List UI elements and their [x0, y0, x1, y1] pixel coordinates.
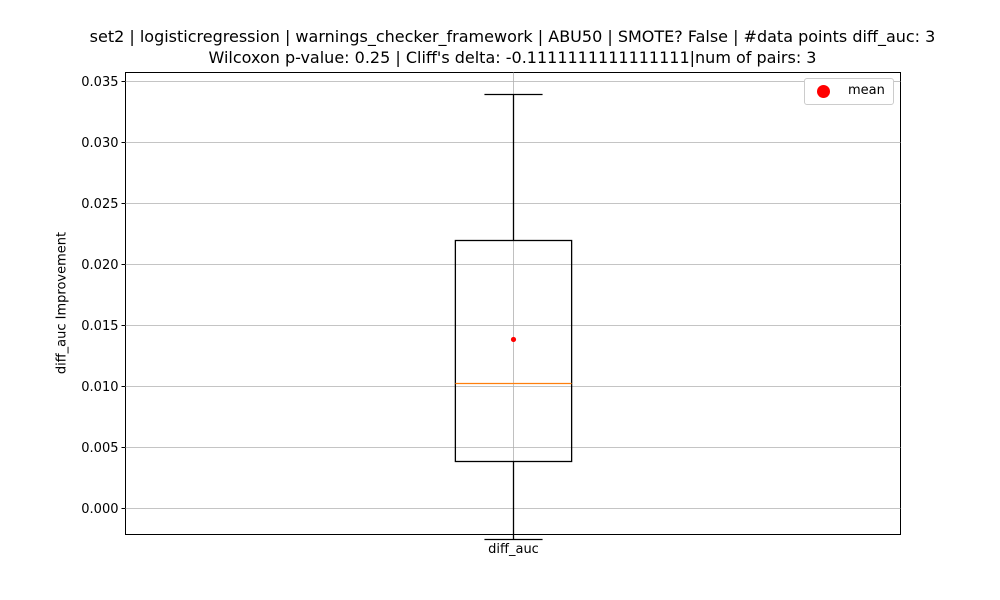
legend-mean-label: mean [848, 83, 885, 98]
y-tick-label: 0.010 [81, 380, 118, 395]
mean-marker [510, 336, 517, 343]
iqr-box [454, 239, 573, 463]
y-tick-label: 0.015 [81, 319, 118, 334]
legend-mean-marker [817, 85, 830, 98]
y-axis-label: diff_auc Improvement [54, 231, 70, 375]
legend: mean [804, 78, 894, 105]
box-elements [454, 93, 573, 541]
y-tick-label: 0.025 [81, 197, 118, 212]
y-tick-label: 0.000 [81, 502, 118, 517]
y-tick-label: 0.030 [81, 136, 118, 151]
y-tick-label: 0.020 [81, 258, 118, 273]
chart-title-line-2: Wilcoxon p-value: 0.25 | Cliff's delta: … [208, 48, 817, 67]
x-tick-label-diff-auc: diff_auc [488, 542, 539, 557]
chart-title-line-1: set2 | logisticregression | warnings_che… [89, 27, 936, 46]
y-tick-label: 0.035 [81, 75, 118, 90]
y-axis-ticks: 0.000 0.005 0.010 0.015 0.020 0.025 0.030 0.035 [81, 75, 126, 517]
y-tick-label: 0.005 [81, 441, 118, 456]
